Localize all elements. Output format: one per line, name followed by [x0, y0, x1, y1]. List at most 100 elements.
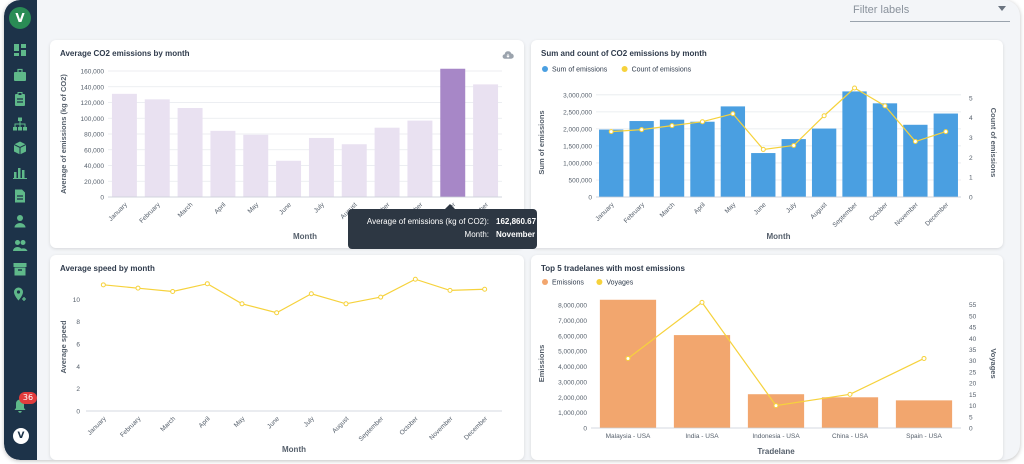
line-point: [760, 146, 766, 152]
x-axis-tick-label: May: [724, 201, 738, 215]
y-axis-tick-label: 2,000,000: [563, 126, 592, 133]
cube-icon[interactable]: [12, 140, 28, 156]
sum-count-title: Sum and count of CO2 emissions by month: [541, 49, 707, 58]
x-axis-tick-label: October: [398, 415, 420, 437]
x-axis-tick-label: February: [623, 201, 647, 225]
series-line: [627, 301, 925, 407]
y-axis-tick-label: 8,000,000: [558, 303, 587, 310]
y-right-tick-label: 2: [969, 155, 973, 162]
x-axis-title: Month: [767, 232, 791, 241]
cloud-download-icon[interactable]: [502, 47, 514, 59]
app-logo[interactable]: V: [9, 7, 31, 29]
chevron-down-icon[interactable]: [998, 6, 1006, 11]
line-point: [412, 276, 418, 282]
line-point: [378, 294, 384, 300]
y-axis-tick-label: 20,000: [84, 179, 104, 186]
y-right-tick-label: 10: [969, 403, 977, 410]
filter-labels-select[interactable]: [850, 0, 1010, 22]
briefcase-icon[interactable]: [12, 67, 28, 83]
bar: [872, 103, 898, 197]
y-axis-tick-label: 6: [76, 342, 80, 349]
bar: [690, 121, 715, 197]
x-axis-tick-label: February: [119, 415, 143, 439]
bar: [599, 129, 624, 197]
y-right-tick-label: 40: [969, 336, 977, 343]
y-axis-tick-label: 7,000,000: [558, 318, 587, 325]
legend-marker: [542, 279, 548, 285]
x-axis-tick-label: Indonesia - USA: [752, 433, 800, 440]
bar: [933, 113, 958, 197]
document-icon[interactable]: [12, 188, 28, 204]
line-point: [699, 119, 705, 125]
y-axis-tick-label: 80,000: [84, 132, 104, 139]
y-right-tick-label: 1: [969, 175, 973, 182]
avg-speed-title: Average speed by month: [60, 264, 155, 273]
tradelanes-title: Top 5 tradelanes with most emissions: [541, 264, 685, 273]
dashboard-icon[interactable]: [12, 42, 28, 58]
y-right-tick-label: 15: [969, 392, 977, 399]
legend-marker: [596, 279, 603, 285]
y-axis-tick-label: 2,500,000: [563, 109, 592, 116]
x-axis-tick-label: January: [594, 201, 616, 223]
filter-labels-input[interactable]: [850, 0, 990, 20]
line-point: [852, 85, 858, 91]
chart-tooltip: Average of emissions (kg of CO2): 162,86…: [348, 204, 537, 249]
y-axis-tick-label: 160,000: [81, 69, 105, 76]
y-right-tick-label: 55: [969, 302, 977, 309]
x-axis-tick-label: June: [753, 201, 768, 216]
sitemap-icon[interactable]: [12, 116, 28, 132]
y-axis-title: Sum of emissions: [537, 110, 546, 174]
y-axis-tick-label: 6,000,000: [558, 333, 587, 340]
y-axis-tick-label: 8: [76, 319, 80, 326]
y-right-tick-label: 50: [969, 313, 977, 320]
series-line: [611, 87, 946, 151]
bar: [210, 130, 236, 197]
x-axis-tick-label: India - USA: [685, 433, 719, 440]
bar: [599, 299, 657, 428]
bar: [781, 139, 806, 197]
archive-icon[interactable]: [12, 261, 28, 277]
x-axis-title: Month: [293, 232, 317, 241]
bar: [811, 128, 837, 197]
x-axis-tick-label: March: [177, 201, 195, 219]
users-icon[interactable]: [12, 237, 28, 253]
sum-count-card: Sum and count of CO2 emissions by month …: [531, 40, 1003, 248]
line-point: [625, 355, 631, 361]
tooltip-label-emissions: Average of emissions (kg of CO2):: [366, 217, 489, 226]
y-axis-title: Emissions: [537, 345, 546, 383]
y-axis-tick-label: 60,000: [84, 147, 104, 154]
y-axis-title: Average of emissions (kg of CO2): [59, 74, 68, 194]
bar-chart-icon[interactable]: [12, 164, 28, 180]
y-right-tick-label: 25: [969, 369, 977, 376]
x-axis-tick-label: June: [266, 415, 281, 430]
account-logo[interactable]: V: [13, 428, 29, 444]
x-axis-tick-label: June: [278, 201, 293, 216]
y-axis-tick-label: 0: [100, 195, 104, 202]
clipboard-icon[interactable]: [12, 91, 28, 107]
bar: [895, 400, 953, 428]
y-axis-tick-label: 0: [588, 195, 592, 202]
user-icon[interactable]: [12, 213, 28, 229]
line-point: [482, 286, 488, 292]
bar: [842, 91, 867, 197]
line-point: [699, 299, 705, 305]
bar: [821, 397, 879, 428]
x-axis-tick-label: January: [86, 415, 108, 437]
line-point: [821, 113, 827, 119]
bar: [659, 119, 685, 197]
sum-count-chart: Sum of emissions Count of emissions 0 500,0…: [537, 66, 998, 241]
avg-speed-chart: 0 2 4 6 8 10 January February March April May June J…: [59, 276, 502, 454]
bar: [440, 68, 466, 197]
map-pin-icon[interactable]: [12, 286, 28, 302]
line-point: [882, 103, 888, 109]
y-right-tick-label: 5: [969, 95, 973, 102]
x-axis-tick-label: July: [303, 415, 317, 429]
bar: [308, 137, 334, 197]
x-axis-tick-label: July: [313, 201, 327, 215]
x-axis-tick-label: Spain - USA: [906, 433, 942, 440]
y-right-tick-label: 3: [969, 135, 973, 142]
line-point: [343, 301, 349, 307]
y-axis-tick-label: 500,000: [569, 177, 593, 184]
y-right-tick-label: 5: [969, 414, 973, 421]
x-axis-tick-label: April: [213, 201, 228, 216]
